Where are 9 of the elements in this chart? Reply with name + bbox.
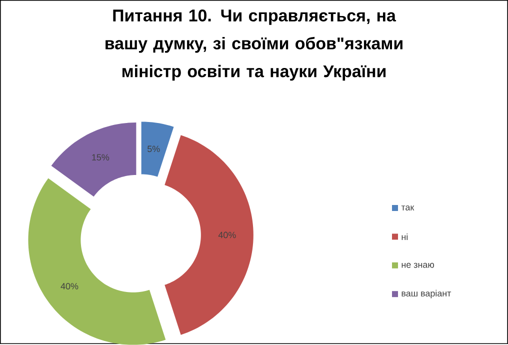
legend-label: ні <box>402 233 408 240</box>
legend-label: ваш варіант <box>402 290 452 298</box>
chart-title: Питання 10. Чи справляється, на вашу думку, зі своїми обов"язками міністр освіти та науки України <box>106 10 402 81</box>
data-label: 5% <box>148 146 160 152</box>
data-label: 15% <box>92 154 110 161</box>
data-label: 40% <box>218 232 236 238</box>
data-label: 40% <box>60 283 78 290</box>
legend-label: так <box>401 206 414 210</box>
legend-label: не знаю <box>402 262 434 268</box>
